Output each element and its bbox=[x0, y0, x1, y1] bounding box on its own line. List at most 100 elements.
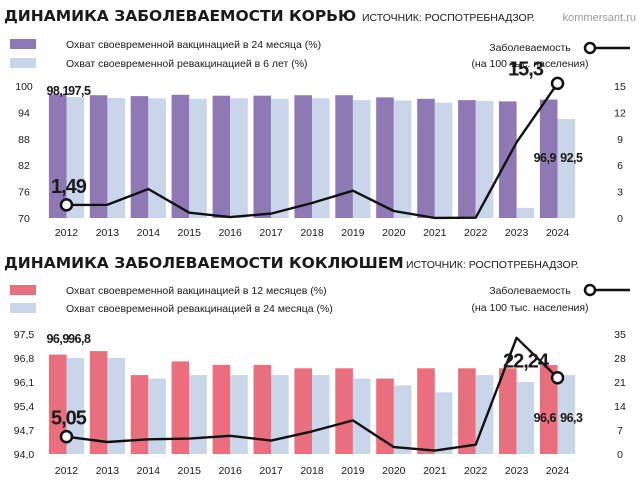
legend-label: Охват своевременной вакцинацией в 12 мес… bbox=[66, 285, 327, 297]
bar-revaccination bbox=[352, 378, 371, 454]
bar-revaccination bbox=[516, 382, 535, 454]
bar-vaccination bbox=[253, 95, 272, 218]
x-tick-label: 2017 bbox=[259, 465, 283, 477]
data-label-2012-vaccination: 98,1 bbox=[46, 84, 69, 98]
x-tick-label: 2019 bbox=[341, 465, 365, 477]
line-legend-sublabel: (на 100 тыс. населения) bbox=[471, 58, 588, 70]
bar-revaccination bbox=[230, 98, 248, 218]
legend-swatch bbox=[10, 303, 36, 313]
data-label-2024-revaccination: 96,3 bbox=[560, 411, 583, 425]
bar-vaccination bbox=[376, 378, 394, 454]
bar-vaccination bbox=[171, 94, 190, 218]
bar-vaccination bbox=[130, 96, 149, 218]
bar-vaccination bbox=[458, 100, 476, 218]
bar-revaccination bbox=[434, 392, 453, 454]
x-tick-label: 2014 bbox=[137, 465, 161, 477]
bar-vaccination bbox=[294, 95, 312, 218]
watermark: kommersant.ru bbox=[563, 12, 636, 24]
bar-vaccination bbox=[539, 364, 558, 454]
left-axis-tick-label: 94,7 bbox=[14, 425, 35, 437]
bar-vaccination bbox=[539, 99, 558, 218]
x-tick-label: 2012 bbox=[55, 227, 79, 239]
bar-vaccination bbox=[212, 364, 231, 454]
right-axis-tick-label: 7 bbox=[617, 425, 623, 437]
bar-revaccination bbox=[516, 207, 535, 218]
bar-vaccination bbox=[417, 368, 435, 454]
incidence-marker bbox=[550, 370, 565, 385]
data-label-2024-vaccination: 96,6 bbox=[534, 411, 557, 425]
bar-revaccination bbox=[475, 375, 494, 454]
line-legend-label: Заболеваемость bbox=[489, 42, 571, 54]
bar-vaccination bbox=[335, 368, 353, 454]
left-axis-tick-label: 97,5 bbox=[14, 329, 35, 341]
legend-swatch bbox=[10, 58, 36, 68]
x-tick-label: 2015 bbox=[178, 465, 202, 477]
bar-revaccination bbox=[107, 97, 125, 218]
line-legend-marker bbox=[583, 41, 597, 55]
bar-vaccination bbox=[48, 354, 67, 454]
bar-vaccination bbox=[458, 368, 476, 454]
chart-title: ДИНАМИКА ЗАБОЛЕВАЕМОСТИ КОРЬЮ bbox=[4, 7, 356, 25]
right-axis-tick-label: 3 bbox=[617, 187, 623, 199]
x-tick-label: 2018 bbox=[300, 465, 324, 477]
bar-revaccination bbox=[475, 101, 494, 218]
bar-revaccination bbox=[271, 98, 289, 218]
x-tick-label: 2016 bbox=[218, 227, 242, 239]
measles-chart: ДИНАМИКА ЗАБОЛЕВАЕМОСТИ КОРЬЮ ИСТОЧНИК: Р… bbox=[4, 7, 636, 239]
data-label-2012-revaccination: 97,5 bbox=[68, 84, 91, 98]
incidence-line bbox=[66, 82, 559, 220]
x-tick-label: 2019 bbox=[341, 227, 365, 239]
bar-vaccination bbox=[212, 95, 231, 218]
x-tick-label: 2022 bbox=[464, 465, 488, 477]
data-label-2024-revaccination: 92,5 bbox=[560, 151, 583, 165]
source-label: ИСТОЧНИК: РОСПОТРЕБНАДЗОР. bbox=[406, 259, 579, 271]
bar-revaccination bbox=[557, 375, 576, 454]
data-label-2024-vaccination: 96,9 bbox=[534, 151, 557, 165]
left-axis-tick-label: 82 bbox=[18, 160, 30, 172]
bar-vaccination bbox=[253, 364, 272, 454]
line-legend-sublabel: (на 100 тыс. населения) bbox=[471, 302, 588, 314]
left-axis-tick-label: 94 bbox=[18, 107, 30, 119]
legend-label: Охват своевременной вакцинацией в 24 мес… bbox=[66, 39, 321, 51]
incidence-marker bbox=[550, 76, 565, 91]
bar-revaccination bbox=[393, 385, 412, 454]
left-axis-tick-label: 96,8 bbox=[14, 353, 35, 365]
left-axis-tick-label: 95,4 bbox=[14, 401, 35, 413]
x-tick-label: 2022 bbox=[464, 227, 488, 239]
x-tick-label: 2012 bbox=[55, 465, 79, 477]
x-tick-label: 2021 bbox=[423, 227, 447, 239]
line-label-first: 1,49 bbox=[51, 176, 87, 198]
bar-vaccination bbox=[499, 368, 517, 454]
bar-vaccination bbox=[171, 361, 190, 454]
left-axis-tick-label: 76 bbox=[18, 187, 30, 199]
x-tick-label: 2014 bbox=[137, 227, 161, 239]
bar-vaccination bbox=[89, 351, 108, 454]
x-tick-label: 2015 bbox=[178, 227, 202, 239]
line-legend-label: Заболеваемость bbox=[489, 285, 571, 297]
x-tick-label: 2023 bbox=[505, 465, 529, 477]
legend-label: Охват своевременной ревакцинацией в 24 м… bbox=[66, 303, 333, 315]
data-label-2012-revaccination: 96,8 bbox=[68, 332, 91, 346]
right-axis-tick-label: 0 bbox=[617, 449, 623, 461]
data-label-2012-vaccination: 96,9 bbox=[46, 332, 69, 346]
bar-revaccination bbox=[230, 375, 248, 454]
incidence-line bbox=[66, 336, 559, 452]
bar-revaccination bbox=[189, 98, 207, 218]
incidence-marker bbox=[59, 429, 74, 444]
x-tick-label: 2018 bbox=[300, 227, 324, 239]
bar-revaccination bbox=[312, 98, 330, 218]
x-tick-label: 2024 bbox=[546, 227, 570, 239]
x-tick-label: 2023 bbox=[505, 227, 529, 239]
legend-swatch bbox=[10, 285, 36, 295]
right-axis-tick-label: 35 bbox=[614, 329, 626, 341]
x-tick-label: 2013 bbox=[96, 227, 120, 239]
bar-vaccination bbox=[89, 95, 108, 218]
line-label-last: 22,24 bbox=[503, 351, 550, 373]
incidence-marker bbox=[59, 198, 74, 212]
right-axis-tick-label: 9 bbox=[617, 134, 623, 146]
left-axis-tick-label: 94,0 bbox=[14, 449, 35, 461]
right-axis-tick-label: 14 bbox=[614, 401, 626, 413]
right-axis-tick-label: 21 bbox=[614, 377, 626, 389]
x-tick-label: 2020 bbox=[382, 227, 406, 239]
